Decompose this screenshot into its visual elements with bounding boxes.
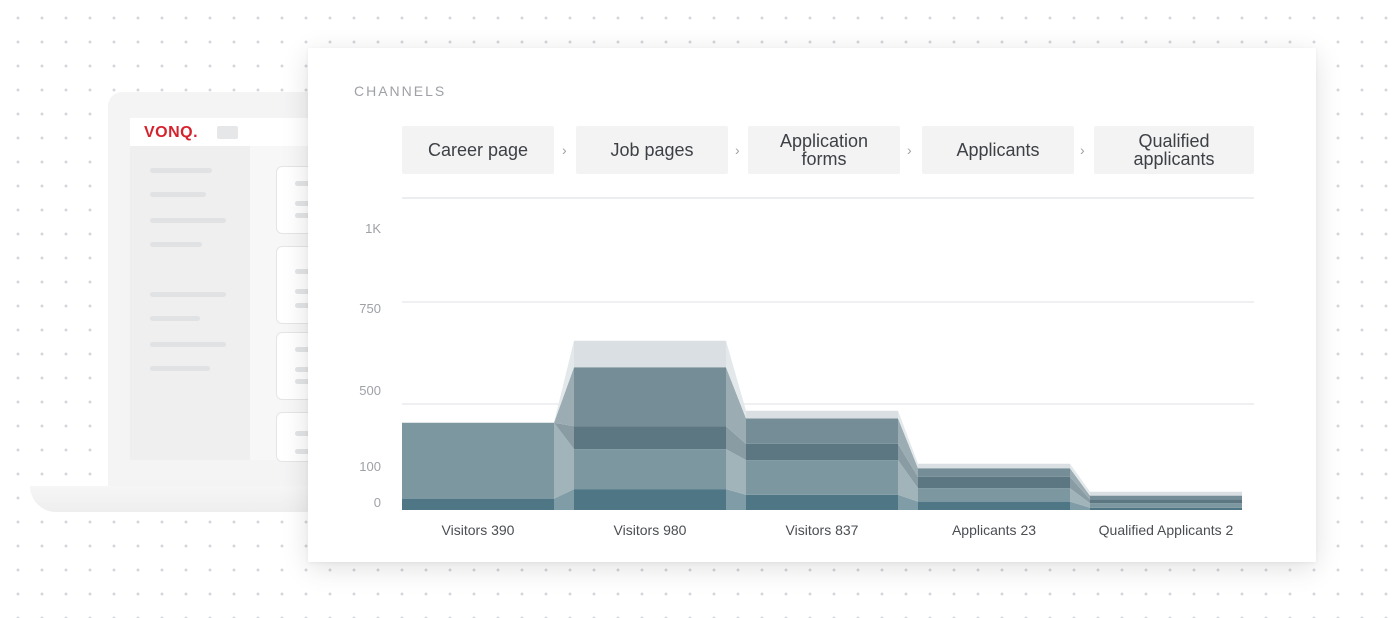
transition-overlay	[726, 340, 746, 510]
transition-overlay	[554, 340, 574, 510]
series-area	[402, 340, 1242, 496]
stage-application-forms[interactable]: Application forms	[748, 126, 900, 174]
stage-label: Job pages	[610, 140, 694, 160]
x-category-label: Visitors 837	[786, 522, 859, 538]
y-tick-label: 500	[359, 383, 381, 398]
stage-label: Application forms	[779, 131, 869, 169]
sidebar-placeholder-line	[150, 366, 210, 371]
transition-overlay	[898, 410, 918, 510]
chevron-right-icon: ›	[1080, 142, 1085, 158]
sidebar-placeholder-line	[150, 218, 226, 223]
chevron-right-icon: ›	[907, 142, 912, 158]
stage-label: Qualified applicants	[1133, 131, 1215, 169]
background-laptop-base	[30, 486, 330, 512]
stage-job-pages[interactable]: Job pages	[576, 126, 728, 174]
sidebar-placeholder-line	[150, 242, 202, 247]
sidebar-placeholder-line	[150, 292, 226, 297]
y-tick-label: 100	[359, 459, 381, 474]
stage-label: Career page	[427, 140, 529, 160]
stage-qualified-applicants[interactable]: Qualified applicants	[1094, 126, 1254, 174]
channel-funnel-chart: 1K 750 500 100 0 Visitors 390 Visitors 980 Visi…	[359, 197, 1254, 538]
transition-overlay	[1070, 463, 1090, 510]
x-category-label: Applicants 23	[952, 522, 1036, 538]
sidebar-placeholder-line	[150, 316, 200, 321]
channels-card: CHANNELS Career page › Job pages › Appli…	[308, 48, 1316, 562]
vonq-logo: VONQ.	[144, 124, 199, 141]
sidebar-placeholder-line	[150, 192, 206, 197]
stage-applicants[interactable]: Applicants	[922, 126, 1074, 174]
series-area	[402, 422, 1242, 508]
series-area	[402, 422, 1242, 504]
stage-career-page[interactable]: Career page	[402, 126, 554, 174]
background-app-sidebar	[130, 146, 250, 460]
x-category-label: Visitors 390	[442, 522, 515, 538]
sidebar-placeholder-line	[150, 168, 212, 173]
topbar-placeholder-chip	[217, 126, 238, 139]
series-area	[402, 367, 1242, 500]
series-area	[402, 489, 1242, 510]
sidebar-placeholder-line	[150, 342, 226, 347]
chevron-right-icon: ›	[735, 142, 740, 158]
x-category-label: Qualified Applicants 2	[1099, 522, 1234, 538]
chevron-right-icon: ›	[562, 142, 567, 158]
y-tick-label: 1K	[365, 221, 381, 236]
y-tick-label: 0	[374, 495, 381, 510]
x-category-label: Visitors 980	[614, 522, 687, 538]
channels-title: CHANNELS	[354, 83, 447, 99]
y-tick-label: 750	[359, 301, 381, 316]
stage-label: Applicants	[956, 140, 1040, 160]
